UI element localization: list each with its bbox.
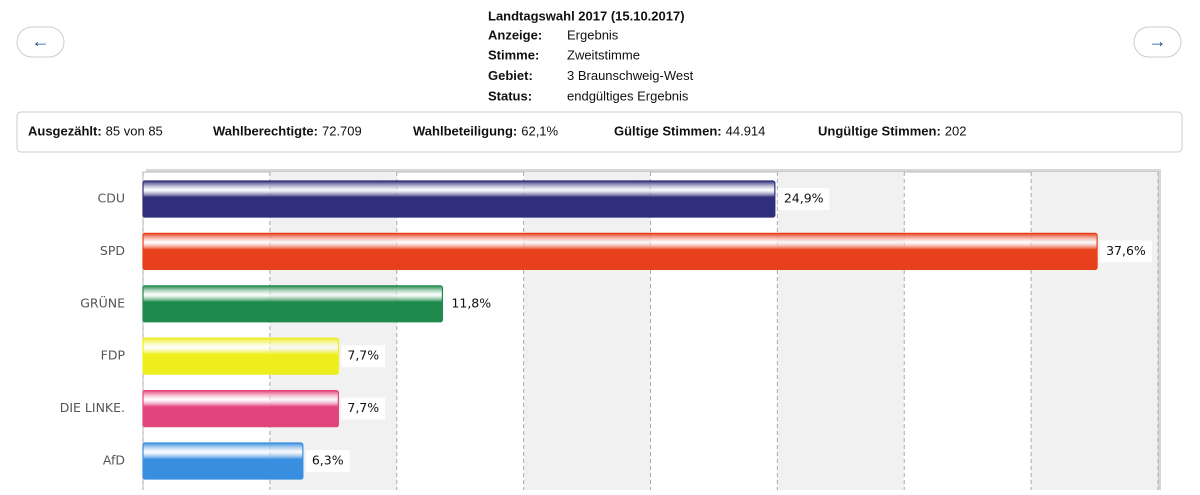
stat-value: 85 von 85 bbox=[106, 123, 163, 138]
stat-label: Ungültige Stimmen: bbox=[818, 123, 941, 138]
value-label-bg bbox=[1100, 240, 1152, 263]
category-label: CDU bbox=[97, 191, 125, 206]
stat-label: Gültige Stimmen: bbox=[614, 123, 722, 138]
value-label: 24,9% bbox=[784, 191, 824, 206]
stat-label: Ausgezählt: bbox=[28, 123, 102, 138]
value-label: 7,7% bbox=[347, 348, 379, 363]
value-label: 11,8% bbox=[451, 295, 491, 310]
stat-label: Wahlberechtigte: bbox=[213, 123, 318, 138]
header-label: Stimme: bbox=[488, 48, 539, 63]
category-label: DIE LINKE. bbox=[60, 400, 125, 415]
category-label: SPD bbox=[100, 243, 125, 258]
grid-band bbox=[777, 172, 905, 490]
prev-arrow[interactable]: ← bbox=[32, 31, 50, 51]
header-title: Landtagswahl 2017 (15.10.2017) bbox=[488, 8, 685, 23]
stat-label: Wahlbeteiligung: bbox=[413, 123, 517, 138]
stats-box bbox=[16, 111, 1183, 153]
stat-value: 44.914 bbox=[726, 123, 766, 138]
value-label-bg bbox=[341, 345, 386, 368]
header-value: endgültiges Ergebnis bbox=[567, 88, 689, 103]
bar bbox=[142, 232, 1098, 270]
header-label: Status: bbox=[488, 88, 532, 103]
value-label-bg bbox=[341, 397, 386, 420]
header-label: Gebiet: bbox=[488, 68, 533, 83]
value-label: 7,7% bbox=[347, 400, 379, 415]
header-value: Ergebnis bbox=[567, 27, 619, 42]
next-button[interactable] bbox=[1133, 26, 1182, 58]
category-label: FDP bbox=[101, 348, 126, 363]
header-value: 3 Braunschweig-West bbox=[567, 68, 694, 83]
grid-band bbox=[1031, 172, 1158, 490]
grid-band bbox=[269, 172, 397, 490]
bar bbox=[142, 285, 444, 323]
bar bbox=[142, 442, 304, 480]
grid-band bbox=[523, 172, 651, 490]
header-label: Anzeige: bbox=[488, 27, 542, 42]
category-label: GRÜNE bbox=[80, 294, 125, 310]
category-label: AfD bbox=[103, 453, 125, 468]
bar bbox=[142, 180, 776, 218]
stat-value: 62,1% bbox=[521, 123, 558, 138]
value-label-bg bbox=[445, 292, 498, 315]
value-label: 6,3% bbox=[312, 453, 344, 468]
value-label: 37,6% bbox=[1106, 243, 1146, 258]
stat-value: 72.709 bbox=[322, 123, 362, 138]
next-arrow[interactable]: → bbox=[1149, 31, 1167, 51]
prev-button[interactable] bbox=[16, 26, 65, 58]
bar bbox=[142, 337, 339, 375]
value-label-bg bbox=[777, 188, 830, 210]
bar bbox=[142, 390, 339, 428]
stat-value: 202 bbox=[945, 123, 967, 138]
value-label-bg bbox=[305, 450, 350, 472]
header-value: Zweitstimme bbox=[567, 48, 640, 63]
